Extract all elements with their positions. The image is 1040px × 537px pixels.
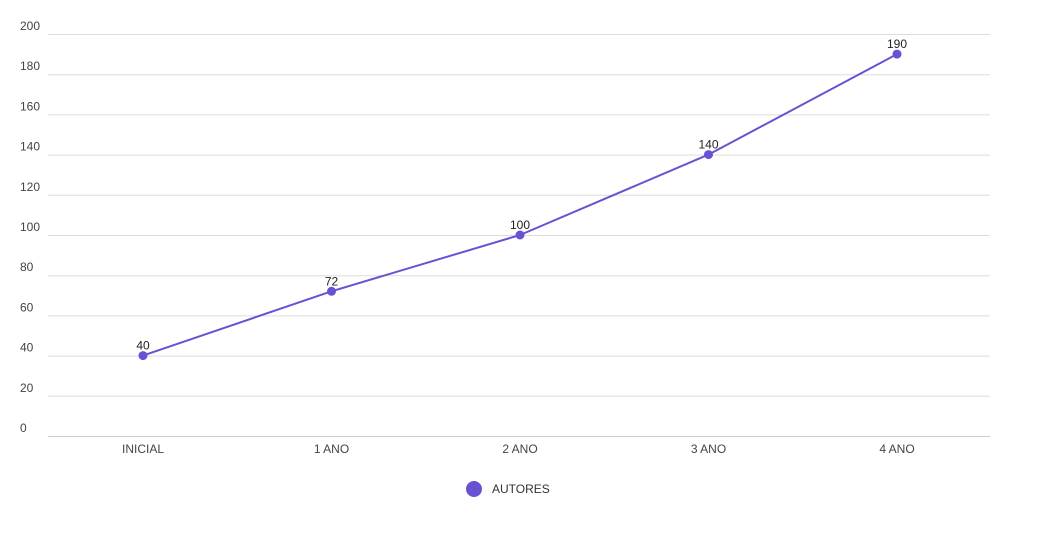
data-point-4-ano — [892, 49, 902, 59]
data-label-3-ano: 140 — [698, 138, 718, 152]
x-tick-label-4-ano: 4 ANO — [879, 442, 914, 456]
y-tick-label-80: 80 — [20, 260, 34, 274]
legend-label-autores: AUTORES — [492, 482, 550, 496]
data-label-2-ano: 100 — [510, 218, 530, 232]
y-tick-label-120: 120 — [20, 180, 40, 194]
x-axis-tick-labels: INICIAL 1 ANO 2 ANO 3 ANO 4 ANO — [122, 442, 915, 456]
y-axis-tick-labels: 0 20 40 60 80 100 120 140 160 180 200 — [20, 19, 40, 435]
data-point-3-ano — [704, 150, 713, 160]
legend-swatch — [466, 481, 482, 497]
y-tick-label-180: 180 — [20, 59, 40, 73]
x-tick-label-2-ano: 2 ANO — [502, 442, 537, 456]
data-point-inicial — [138, 351, 148, 361]
y-tick-label-40: 40 — [20, 341, 34, 355]
x-tick-label-inicial: INICIAL — [122, 442, 164, 456]
series-autores — [138, 49, 902, 361]
series-line-autores — [142, 53, 898, 357]
y-tick-label-200: 200 — [20, 19, 40, 33]
y-tick-label-140: 140 — [20, 140, 40, 154]
y-tick-label-60: 60 — [20, 300, 34, 314]
data-point-2-ano — [515, 230, 525, 240]
y-tick-label-0: 0 — [20, 421, 27, 435]
y-tick-label-20: 20 — [20, 381, 34, 395]
legend[interactable]: AUTORES — [466, 481, 550, 497]
x-tick-label-1-ano: 1 ANO — [314, 442, 349, 456]
y-tick-label-100: 100 — [20, 220, 40, 234]
y-tick-label-160: 160 — [20, 99, 40, 113]
data-point-1-ano — [327, 286, 336, 296]
data-label-inicial: 40 — [136, 339, 150, 353]
data-label-4-ano: 190 — [887, 37, 907, 51]
data-label-1-ano: 72 — [325, 274, 339, 288]
x-tick-label-3-ano: 3 ANO — [691, 442, 726, 456]
data-labels: 40 72 100 140 190 — [136, 37, 907, 353]
